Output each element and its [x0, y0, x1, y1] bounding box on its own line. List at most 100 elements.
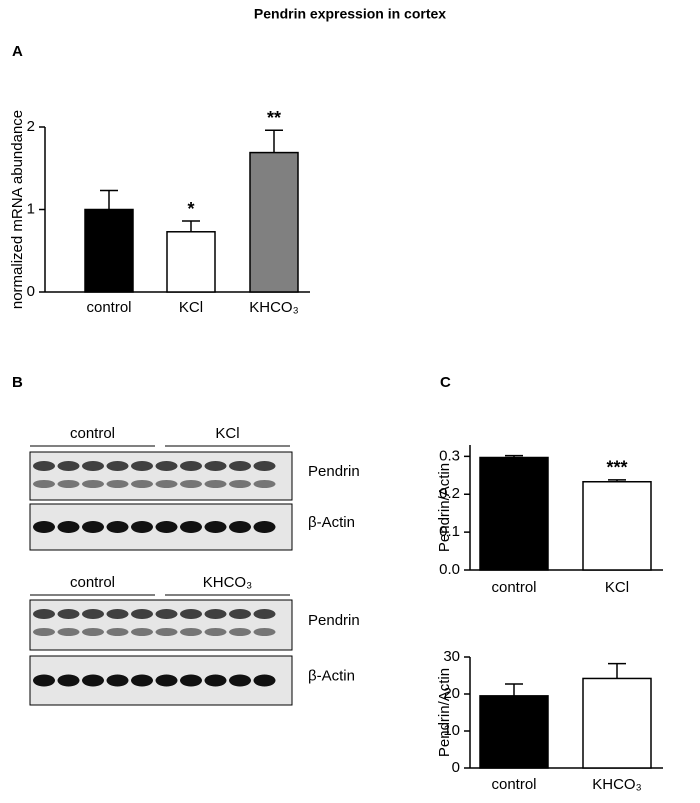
group-label: control [70, 574, 115, 591]
band [253, 461, 276, 471]
band [33, 628, 55, 636]
y-tick-label: 0 [452, 759, 460, 776]
blot-image [29, 451, 293, 501]
band [155, 461, 178, 471]
band [229, 628, 251, 636]
band [82, 609, 104, 619]
band [253, 609, 276, 619]
group-label: KHCO₃ [203, 574, 252, 591]
band [33, 609, 55, 619]
significance: *** [606, 458, 627, 478]
band [204, 628, 227, 636]
band [229, 461, 251, 471]
panel-label: C [440, 374, 451, 391]
y-tick-label: 10 [443, 722, 460, 739]
y-axis-label: Pendrin/Actin [436, 463, 453, 552]
band [253, 480, 276, 488]
y-axis-label: Pendrin/Actin [436, 668, 453, 757]
x-tick-label: KCl [605, 579, 629, 596]
band [106, 461, 129, 471]
x-tick-label: control [86, 299, 131, 316]
band [57, 480, 80, 488]
band [106, 628, 129, 636]
panel-label: A [12, 43, 23, 60]
y-tick-label: 0.1 [439, 523, 460, 540]
bar [582, 677, 652, 769]
x-tick-label: KHCO₃ [592, 776, 641, 793]
band [155, 609, 178, 619]
band [131, 461, 153, 471]
band [131, 480, 153, 488]
bar [582, 480, 652, 571]
bar [479, 695, 549, 769]
band [33, 521, 55, 533]
band [57, 609, 80, 619]
y-tick-label: 0.2 [439, 485, 460, 502]
y-tick-label: 20 [443, 685, 460, 702]
band-label: Pendrin [308, 463, 360, 480]
band [253, 521, 276, 533]
band [229, 674, 251, 687]
band [180, 480, 202, 488]
band [180, 609, 202, 619]
band [82, 521, 104, 533]
band-label: β-Actin [308, 667, 355, 684]
band [155, 628, 178, 636]
bar [249, 151, 299, 293]
band-label: β-Actin [308, 514, 355, 531]
band [106, 480, 129, 488]
band [57, 461, 80, 471]
band [106, 521, 129, 533]
bar [84, 208, 134, 293]
band [155, 521, 178, 533]
band [82, 480, 104, 488]
bar [479, 456, 549, 571]
significance: ** [267, 108, 281, 128]
band [131, 628, 153, 636]
band [180, 521, 202, 533]
band [106, 609, 129, 619]
band [131, 674, 153, 687]
band [33, 461, 55, 471]
panel-label: B [12, 374, 23, 391]
band [204, 461, 227, 471]
band [204, 521, 227, 533]
y-tick-label: 30 [443, 648, 460, 665]
band [82, 461, 104, 471]
y-tick-label: 0 [27, 283, 35, 300]
y-tick-label: 1 [27, 200, 35, 217]
band [229, 480, 251, 488]
figure-title: Pendrin expression in cortex [254, 6, 446, 22]
band [33, 674, 55, 687]
group-label: KCl [215, 425, 239, 442]
band [57, 628, 80, 636]
x-tick-label: KCl [179, 299, 203, 316]
band [57, 521, 80, 533]
y-tick-label: 0.0 [439, 561, 460, 578]
band [180, 628, 202, 636]
x-tick-label: control [491, 776, 536, 793]
band [253, 628, 276, 636]
band [204, 674, 227, 687]
band [229, 609, 251, 619]
band [155, 674, 178, 687]
band [253, 674, 276, 687]
group-label: control [70, 425, 115, 442]
band [82, 674, 104, 687]
band [180, 674, 202, 687]
band [106, 674, 129, 687]
band [82, 628, 104, 636]
y-axis-label: normalized mRNA abundance [9, 110, 26, 309]
x-tick-label: KHCO₃ [249, 299, 298, 316]
significance: * [187, 199, 194, 219]
band [155, 480, 178, 488]
band [180, 461, 202, 471]
band [33, 480, 55, 488]
blot-image [29, 599, 293, 651]
band-label: Pendrin [308, 612, 360, 629]
y-tick-label: 2 [27, 118, 35, 135]
band [204, 609, 227, 619]
band [57, 674, 80, 687]
band [229, 521, 251, 533]
